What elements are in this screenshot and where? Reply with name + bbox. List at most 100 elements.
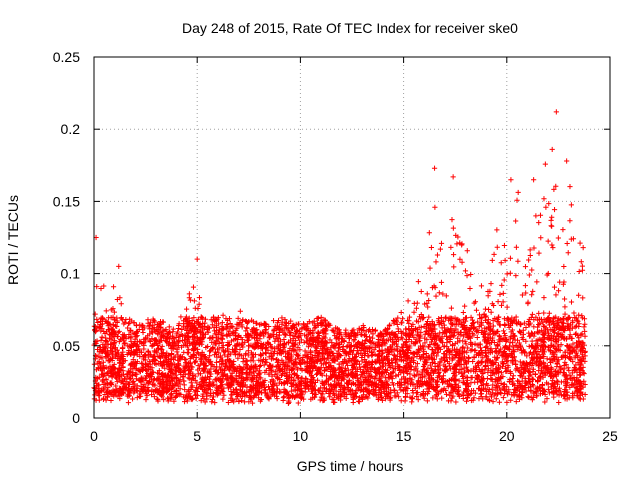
roti-point: [196, 295, 203, 301]
roti-point: [242, 399, 248, 405]
roti-point: [205, 329, 211, 335]
roti-point: [108, 397, 114, 404]
roti-point: [464, 394, 471, 400]
roti-point: [129, 385, 135, 392]
roti-point: [364, 337, 370, 343]
roti-point: [438, 388, 444, 394]
roti-point: [538, 235, 544, 241]
roti-point: [125, 350, 132, 356]
roti-point: [523, 338, 529, 344]
roti-point: [382, 386, 388, 392]
roti-point: [324, 347, 330, 353]
roti-point: [396, 365, 403, 371]
roti-point: [498, 260, 504, 266]
roti-point: [366, 390, 372, 397]
roti-point: [390, 369, 396, 375]
roti-point: [107, 345, 114, 351]
roti-point: [487, 331, 493, 337]
roti-point: [490, 382, 496, 388]
roti-point: [155, 345, 162, 351]
roti-point: [150, 369, 156, 375]
roti-point: [225, 339, 231, 346]
roti-point: [523, 324, 529, 331]
roti-point: [468, 341, 474, 347]
roti-point: [537, 391, 544, 397]
roti-point: [434, 252, 441, 258]
roti-point: [567, 183, 573, 190]
roti-point: [515, 189, 521, 196]
roti-point: [503, 368, 509, 375]
roti-point: [578, 332, 584, 338]
roti-point: [228, 373, 234, 379]
roti-point: [235, 379, 241, 385]
roti-point: [360, 327, 366, 334]
roti-point: [450, 251, 457, 258]
roti-point: [432, 204, 438, 210]
roti-point: [337, 330, 343, 336]
roti-point: [470, 358, 476, 365]
roti-point: [99, 334, 105, 340]
roti-point: [561, 325, 567, 331]
roti-point: [101, 380, 107, 386]
roti-point: [105, 369, 111, 375]
roti-point: [518, 348, 525, 354]
roti-point: [449, 322, 455, 328]
roti-point: [104, 338, 110, 344]
roti-point: [323, 373, 330, 379]
roti-point: [209, 339, 215, 346]
roti-point: [471, 368, 477, 374]
roti-point: [408, 349, 414, 356]
roti-point: [395, 315, 401, 321]
roti-point: [387, 395, 393, 401]
roti-point: [468, 391, 474, 397]
roti-point: [530, 350, 536, 356]
roti-point: [474, 342, 480, 348]
roti-point: [103, 377, 109, 383]
roti-point: [125, 321, 132, 327]
roti-point: [426, 322, 432, 329]
roti-point: [389, 376, 395, 382]
roti-point: [390, 382, 397, 388]
roti-point: [508, 350, 514, 357]
roti-point: [340, 374, 346, 380]
roti-point: [274, 320, 281, 326]
roti-point: [317, 356, 323, 362]
roti-point: [112, 389, 118, 396]
roti-point: [184, 333, 190, 339]
roti-point: [253, 320, 259, 326]
roti-point: [236, 398, 242, 405]
roti-point: [245, 343, 252, 349]
roti-point: [558, 379, 565, 385]
roti-point: [465, 392, 471, 398]
roti-point: [413, 336, 419, 342]
roti-point: [310, 329, 316, 335]
roti-point: [473, 307, 480, 313]
roti-point: [513, 218, 519, 224]
roti-point: [124, 379, 130, 385]
roti-point: [392, 353, 398, 359]
roti-point: [477, 345, 484, 351]
roti-point: [582, 353, 588, 359]
roti-point: [479, 315, 485, 321]
roti-point: [226, 316, 233, 322]
roti-point: [550, 373, 556, 379]
roti-point: [345, 381, 352, 387]
roti-point: [325, 381, 331, 387]
roti-point: [326, 322, 332, 329]
roti-point: [121, 341, 127, 347]
roti-point: [110, 322, 116, 328]
roti-point: [393, 373, 399, 379]
roti-point: [558, 367, 564, 373]
roti-point: [228, 351, 234, 357]
roti-point: [189, 383, 195, 389]
roti-point: [428, 366, 435, 372]
roti-point: [568, 299, 575, 305]
roti-point: [272, 380, 278, 386]
roti-point: [174, 349, 180, 355]
roti-point: [156, 367, 162, 374]
roti-point: [365, 353, 371, 359]
roti-point: [289, 325, 295, 331]
roti-point: [415, 396, 421, 403]
roti-point: [539, 349, 545, 355]
roti-point: [237, 308, 243, 314]
